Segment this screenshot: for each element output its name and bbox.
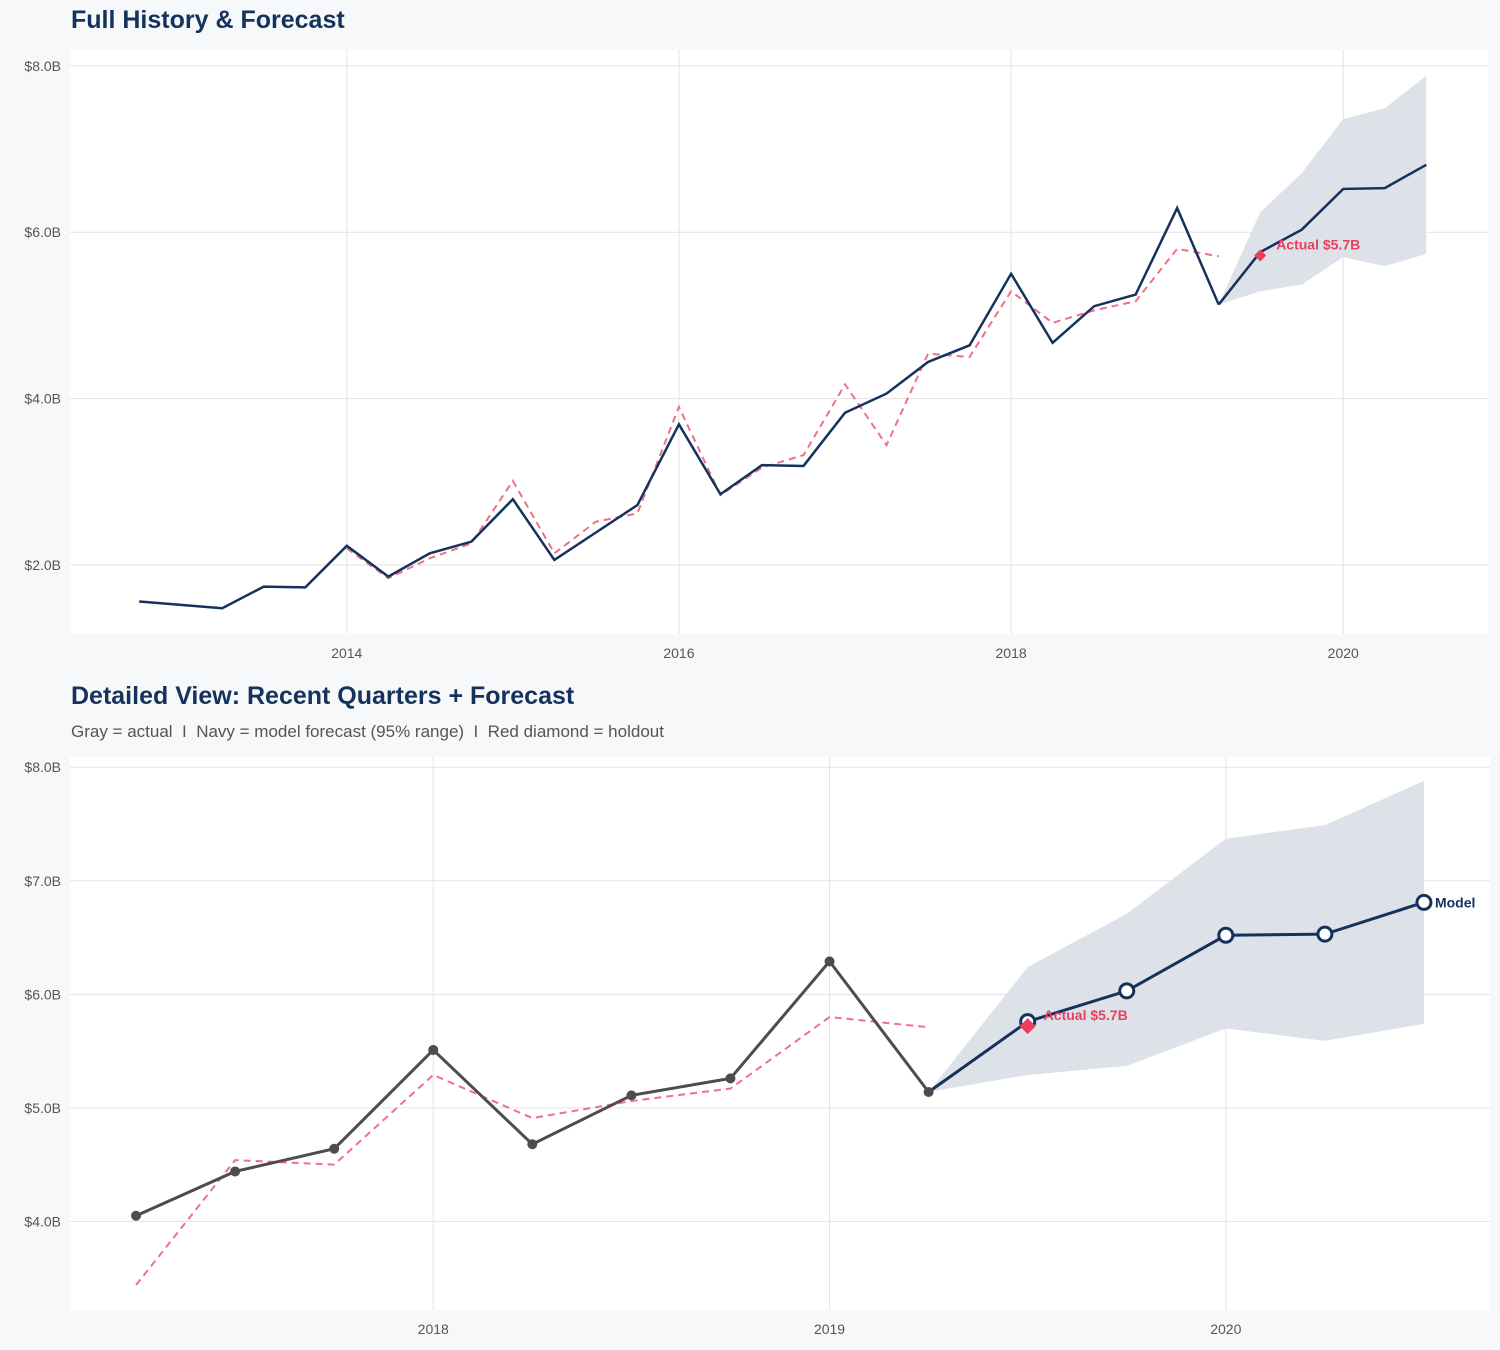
actual-point (329, 1143, 340, 1154)
holdout-label: Actual $5.7B (1044, 1007, 1128, 1023)
x-tick-label: 2019 (814, 1321, 845, 1337)
holdout-diamond (1254, 249, 1267, 262)
x-tick-label: 2018 (418, 1321, 449, 1337)
y-tick-label: $5.0B (24, 1100, 61, 1116)
x-tick-label: 2014 (331, 645, 362, 660)
forecast-point (1316, 925, 1334, 943)
y-tick-label: $2.0B (24, 557, 61, 573)
x-tick-label: 2018 (996, 645, 1027, 660)
forecast-point (1019, 1013, 1037, 1031)
actual-point (923, 1086, 934, 1097)
chart-title-detailed-view: Detailed View: Recent Quarters + Forecas… (71, 682, 575, 710)
y-tick-label: $7.0B (24, 873, 61, 889)
y-tick-label: $8.0B (24, 759, 61, 775)
holdout-label: Actual $5.7B (1276, 236, 1360, 252)
actual-point (230, 1166, 241, 1177)
forecast-point (1118, 982, 1136, 1000)
y-tick-label: $6.0B (24, 224, 61, 240)
plot-area (70, 757, 1490, 1310)
chart-title-full-history: Full History & Forecast (71, 6, 345, 34)
forecast-point (1217, 926, 1235, 944)
actual-point (824, 956, 835, 967)
actual-line (135, 958, 930, 1218)
x-tick-label: 2020 (1210, 1321, 1241, 1337)
fitted-line (135, 1016, 929, 1286)
y-tick-label: $8.0B (24, 58, 61, 74)
full-history-chart: $2.0B $4.0B $6.0B $8.0B 2014 2016 2018 2020 Actu… (24, 50, 1488, 660)
forecast-point (1415, 893, 1433, 911)
forecast-line (1217, 163, 1427, 306)
forecast-label: Model (1435, 894, 1475, 910)
x-tick-label: 2020 (1328, 645, 1359, 660)
forecast-line (927, 900, 1425, 1094)
actual-line (139, 205, 1220, 610)
y-tick-label: $6.0B (24, 986, 61, 1002)
actual-point (428, 1044, 439, 1055)
fitted-line (346, 247, 1219, 580)
y-tick-label: $4.0B (24, 391, 61, 407)
actual-point (131, 1210, 142, 1221)
plot-area (70, 50, 1488, 634)
chart-subtitle: Gray = actual I Navy = model forecast (9… (71, 722, 664, 741)
forecast-95-band (928, 780, 1424, 1092)
holdout-diamond (1019, 1018, 1036, 1035)
actual-point (527, 1139, 538, 1150)
x-tick-label: 2016 (663, 645, 694, 660)
actual-point (626, 1090, 637, 1101)
y-tick-label: $4.0B (24, 1213, 61, 1229)
actual-point (725, 1073, 736, 1084)
